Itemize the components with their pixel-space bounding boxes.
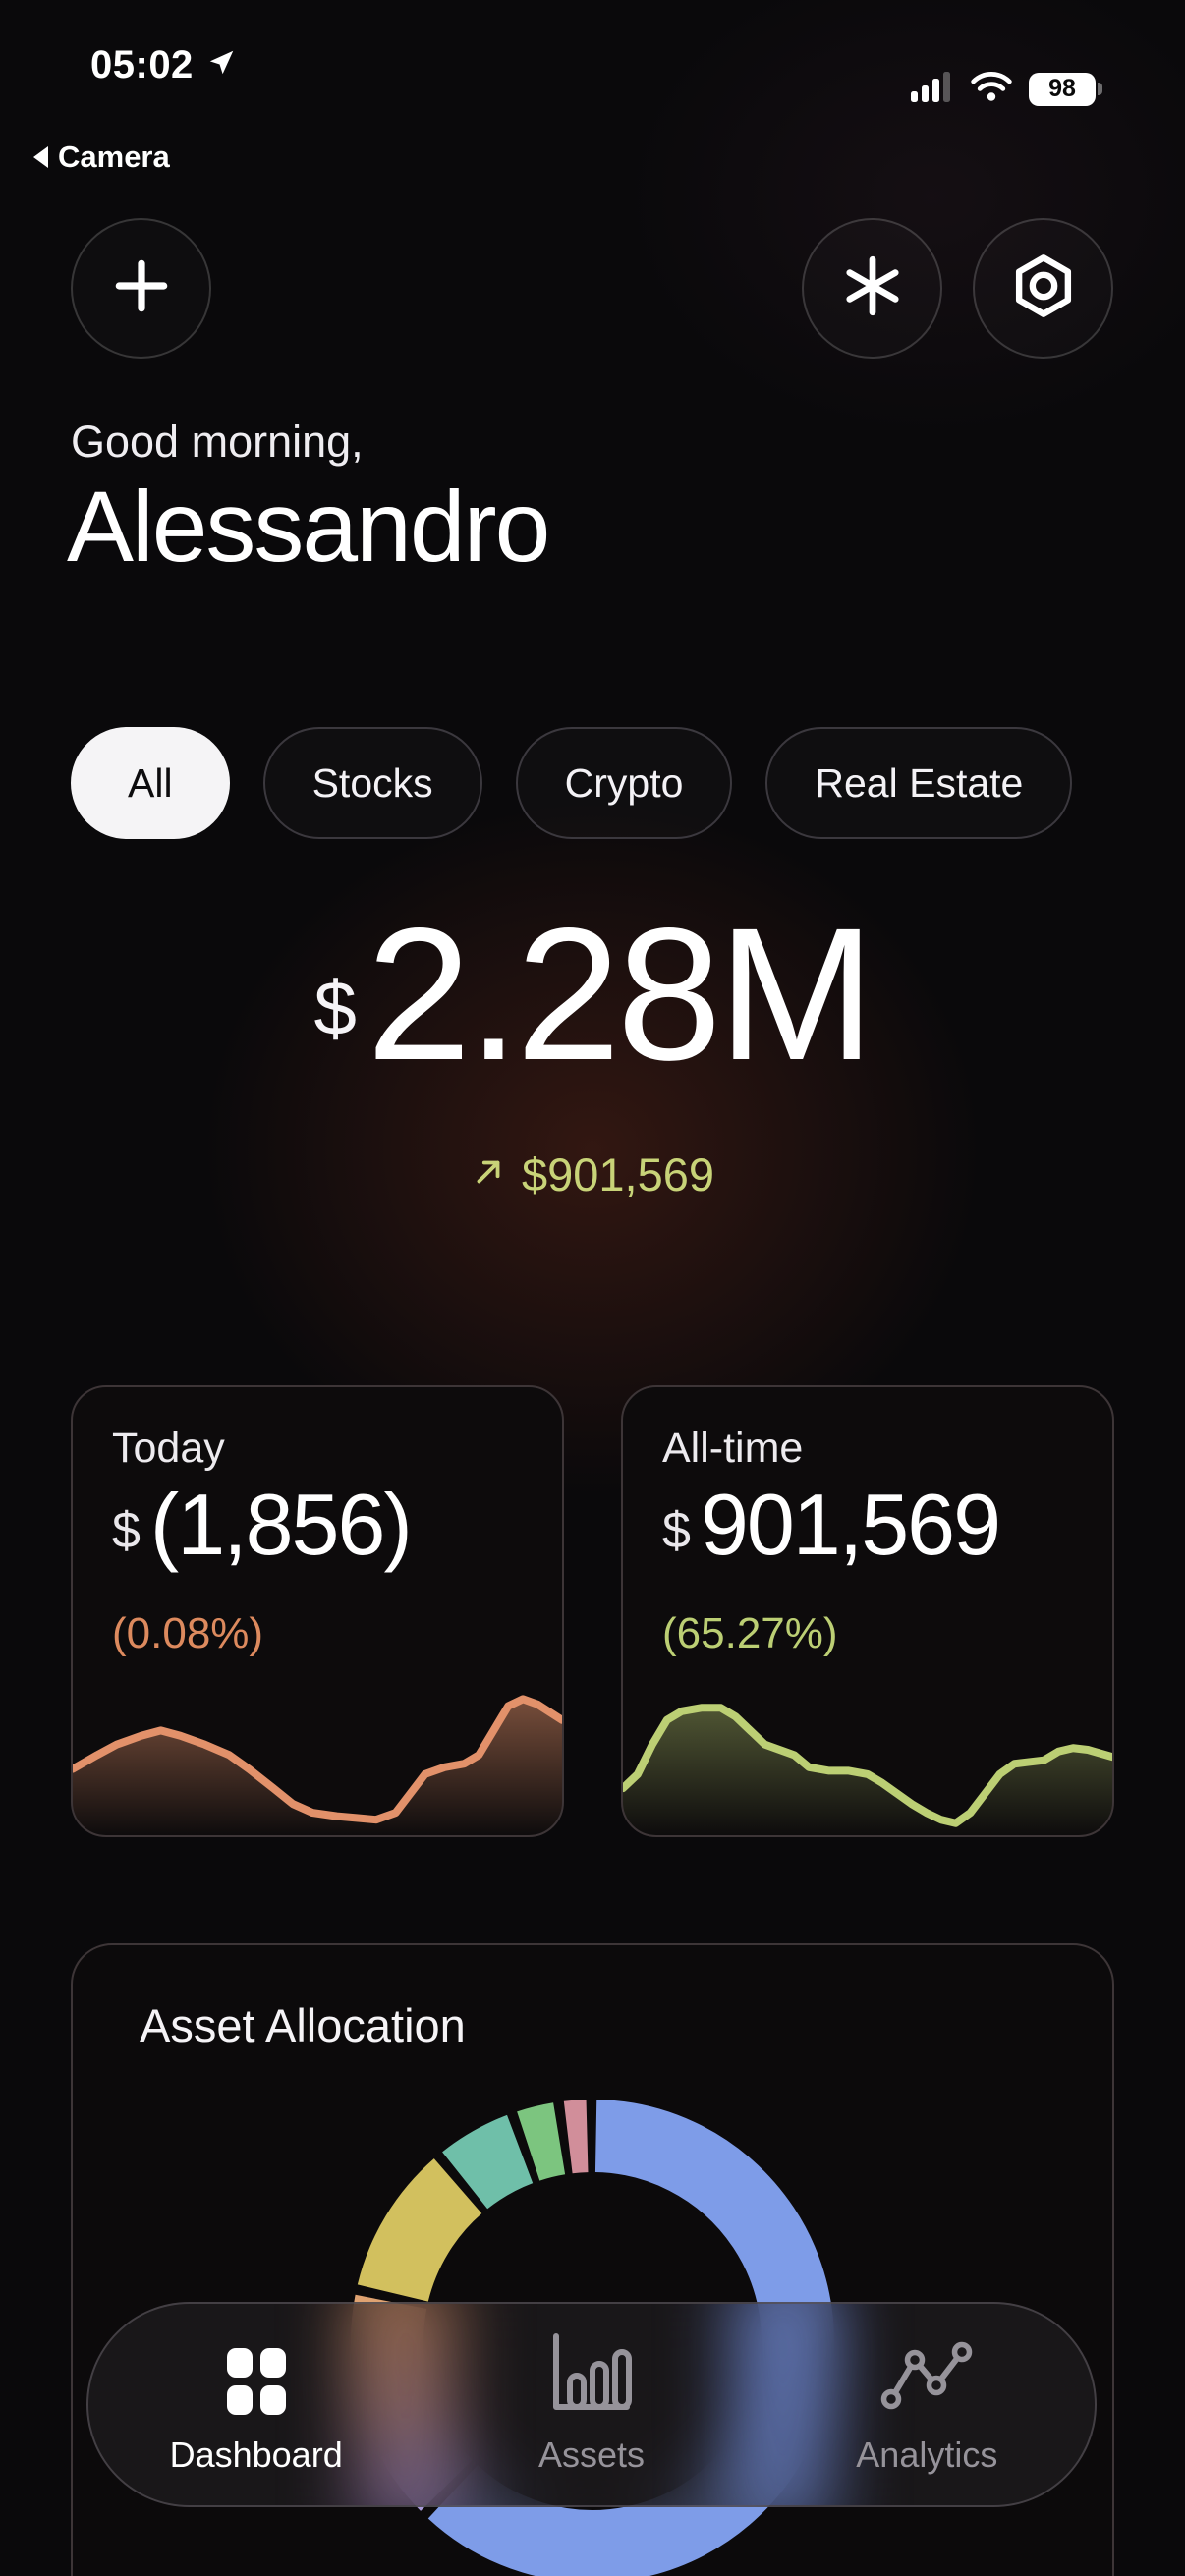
- battery-percent: 98: [1048, 75, 1076, 102]
- today-card-value: $ (1,856): [112, 1476, 413, 1573]
- battery-body: 98: [1029, 72, 1096, 106]
- all-time-currency: $: [662, 1502, 691, 1559]
- assets-bars-icon: [546, 2332, 637, 2415]
- today-sparkline-chart: [73, 1662, 562, 1835]
- all-time-sparkline-chart: [623, 1662, 1112, 1835]
- back-app-label: Camera: [58, 140, 170, 174]
- back-triangle-icon: [33, 146, 48, 168]
- today-card[interactable]: Today $ (1,856) (0.08%): [71, 1385, 564, 1837]
- balance-currency: $: [313, 964, 357, 1051]
- back-to-app-button[interactable]: Camera: [33, 140, 170, 175]
- battery-indicator: 98: [1029, 72, 1102, 106]
- tab-analytics[interactable]: Analytics: [760, 2304, 1095, 2505]
- wifi-icon: [971, 71, 1012, 107]
- plus-icon: [109, 253, 174, 323]
- all-time-value: 901,569: [700, 1476, 1001, 1573]
- all-time-card-value: $ 901,569: [662, 1476, 1001, 1573]
- status-time-group: 05:02: [90, 43, 237, 87]
- settings-nut-icon: [1010, 252, 1077, 324]
- greeting-text: Good morning,: [71, 417, 364, 467]
- all-time-card-label: All-time: [662, 1425, 804, 1472]
- status-icons: 98: [911, 71, 1102, 107]
- today-card-label: Today: [112, 1425, 225, 1472]
- all-time-card[interactable]: All-time $ 901,569 (65.27%): [621, 1385, 1114, 1837]
- user-name: Alessandro: [67, 471, 550, 583]
- bottom-nav-bar: Dashboard Assets: [86, 2302, 1097, 2507]
- tab-assets-label: Assets: [537, 2434, 646, 2475]
- change-up-arrow-icon: [471, 1154, 506, 1195]
- balance-change: $901,569: [0, 1148, 1185, 1202]
- balance-amount: 2.28M: [366, 888, 875, 1099]
- add-button[interactable]: [71, 218, 211, 359]
- tab-dashboard-label: Dashboard: [169, 2434, 343, 2475]
- location-arrow-icon: [205, 47, 237, 84]
- asterisk-icon: [840, 253, 905, 323]
- chip-crypto[interactable]: Crypto: [515, 727, 733, 839]
- tab-assets[interactable]: Assets: [423, 2304, 759, 2505]
- tab-dashboard[interactable]: Dashboard: [88, 2304, 423, 2505]
- dashboard-grid-icon: [226, 2334, 286, 2415]
- asset-filter-chips: All Stocks Crypto Real Estate: [71, 727, 1073, 839]
- asset-allocation-title: Asset Allocation: [140, 1999, 466, 2051]
- cellular-signal-icon: [911, 71, 954, 107]
- total-balance: $ 2.28M: [0, 900, 1185, 1089]
- chip-all[interactable]: All: [71, 727, 230, 839]
- battery-nub: [1098, 83, 1102, 95]
- nav-items: Dashboard Assets: [88, 2304, 1095, 2505]
- today-value: (1,856): [149, 1476, 413, 1573]
- tab-analytics-label: Analytics: [856, 2434, 998, 2475]
- settings-button[interactable]: [973, 218, 1113, 359]
- today-currency: $: [112, 1502, 141, 1559]
- today-percent: (0.08%): [112, 1609, 264, 1657]
- analytics-line-icon: [879, 2334, 974, 2415]
- status-time: 05:02: [90, 43, 194, 86]
- change-amount: $901,569: [521, 1148, 715, 1201]
- status-bar: 05:02 Camera: [0, 0, 1185, 196]
- chip-stocks[interactable]: Stocks: [262, 727, 482, 839]
- all-time-percent: (65.27%): [662, 1609, 838, 1657]
- chip-real-estate[interactable]: Real Estate: [765, 727, 1073, 839]
- ai-assistant-button[interactable]: [802, 218, 942, 359]
